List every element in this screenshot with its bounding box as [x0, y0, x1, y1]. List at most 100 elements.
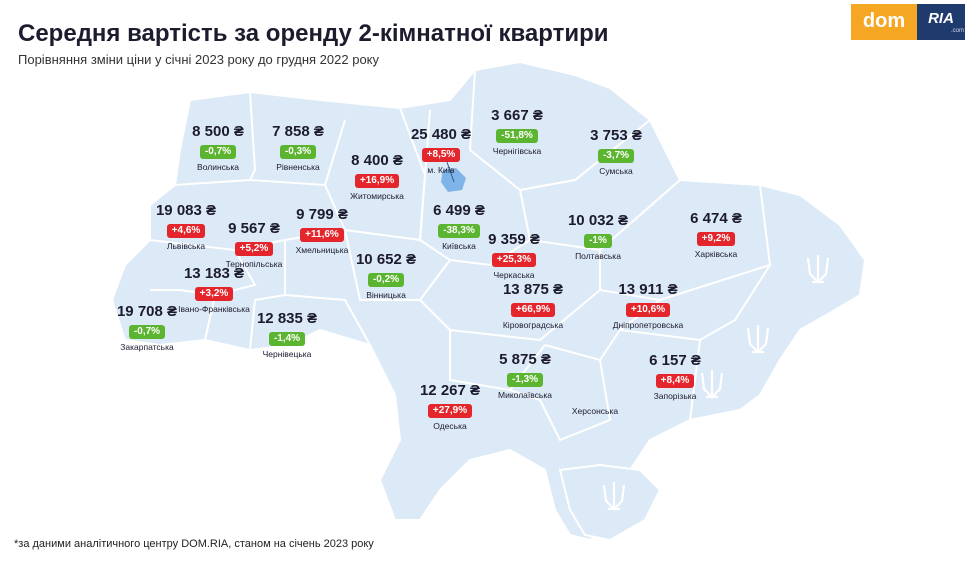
region-price: 12 835 ₴ [256, 310, 318, 327]
region-price: 10 032 ₴ [567, 212, 629, 229]
region-change-badge: +10,6% [625, 303, 671, 317]
region-price: 25 480 ₴ [410, 126, 472, 143]
region-mykolaivska[interactable]: 5 875 ₴ -1,3% Миколаївська [455, 351, 595, 401]
region-zaporizka[interactable]: 6 157 ₴ +8,4% Запорізька [605, 352, 745, 402]
region-change-badge: -38,3% [438, 224, 480, 238]
region-name: Волинська [197, 162, 239, 172]
dom-ria-logo[interactable]: dom RIA .com [851, 4, 965, 40]
region-chernivetska[interactable]: 12 835 ₴ -1,4% Чернівецька [217, 310, 357, 360]
region-ivano-frankivska[interactable]: 13 183 ₴ +3,2% Івано-Франківська [144, 265, 284, 315]
region-name: Рівненська [276, 162, 320, 172]
region-name: Житомирська [350, 191, 404, 201]
region-chernihivska[interactable]: 3 667 ₴ -51,8% Чернігівська [447, 107, 587, 157]
region-kyiv-city[interactable]: 25 480 ₴ +8,5% м. Київ [371, 126, 511, 176]
region-price: 19 708 ₴ [116, 303, 178, 320]
region-change-badge: +11,6% [300, 228, 344, 242]
region-change-badge: -0,7% [128, 325, 166, 339]
page-title: Середня вартість за оренду 2-кімнатної к… [18, 20, 609, 47]
region-name: Закарпатська [120, 342, 174, 352]
region-change-badge: +8,4% [655, 374, 695, 388]
region-name: Чернігівська [492, 146, 542, 156]
region-price: 8 400 ₴ [351, 152, 403, 169]
region-change-badge: -0,7% [199, 145, 237, 159]
region-ternopilska[interactable]: 9 567 ₴ +5,2% Тернопільська [184, 220, 324, 270]
region-price: 9 359 ₴ [488, 231, 540, 248]
region-name: Кіровоградська [502, 320, 564, 330]
region-name: Чернівецька [262, 349, 312, 359]
region-zakarpatska[interactable]: 19 708 ₴ -0,7% Закарпатська [77, 303, 217, 353]
region-name: Вінницька [366, 290, 406, 300]
region-zhytomyrska[interactable]: 8 400 ₴ +16,9% Житомирська [307, 152, 447, 202]
region-price: 5 875 ₴ [499, 351, 551, 368]
region-name: Черкаська [493, 270, 535, 280]
region-change-badge: +8,5% [421, 148, 461, 162]
region-name: Полтавська [575, 251, 621, 261]
region-price: 13 183 ₴ [183, 265, 245, 282]
region-price: 10 652 ₴ [355, 251, 417, 268]
region-change-badge: -1% [584, 234, 612, 248]
region-price: 9 799 ₴ [296, 206, 348, 223]
region-change-badge: -51,8% [496, 129, 538, 143]
region-vinnytska[interactable]: 10 652 ₴ -0,2% Вінницька [316, 251, 456, 301]
region-price: 6 157 ₴ [649, 352, 701, 369]
region-price: 9 567 ₴ [228, 220, 280, 237]
region-change-badge: -0,2% [367, 273, 405, 287]
region-price: 6 499 ₴ [433, 202, 485, 219]
region-name: Запорізька [653, 391, 697, 401]
region-name: Дніпропетровська [612, 320, 684, 330]
region-cherkaska[interactable]: 9 359 ₴ +25,3% Черкаська [444, 231, 584, 281]
region-volynska[interactable]: 8 500 ₴ -0,7% Волинська [148, 123, 288, 173]
region-name: Тернопільська [225, 259, 283, 269]
kyiv-pointer-line [446, 161, 455, 183]
region-sumska[interactable]: 3 753 ₴ -3,7% Сумська [546, 127, 686, 177]
region-name: Херсонська [571, 406, 619, 416]
region-change-badge: +4,6% [166, 224, 206, 238]
region-price: 8 500 ₴ [192, 123, 244, 140]
region-change-badge: -1,3% [506, 373, 544, 387]
region-change-badge: +66,9% [510, 303, 556, 317]
logo-dom-part: dom [851, 4, 917, 40]
region-dnipropetrovska[interactable]: 13 911 ₴ +10,6% Дніпропетровська [578, 281, 718, 331]
region-name: Хмельницька [295, 245, 349, 255]
region-name: Миколаївська [498, 390, 552, 400]
region-change-badge: +16,9% [354, 174, 400, 188]
page-subtitle: Порівняння зміни ціни у січні 2023 року … [18, 52, 380, 67]
region-rivnenska[interactable]: 7 858 ₴ -0,3% Рівненська [228, 123, 368, 173]
region-price: 3 753 ₴ [590, 127, 642, 144]
region-price: 7 858 ₴ [272, 123, 324, 140]
region-name: Одеська [433, 421, 467, 431]
trident-icon [602, 482, 626, 511]
logo-ria-part: RIA [917, 4, 965, 40]
region-kharkivska[interactable]: 6 474 ₴ +9,2% Харківська [646, 210, 786, 260]
region-change-badge: +5,2% [234, 242, 274, 256]
region-name: Київська [442, 241, 476, 251]
region-kirovohradska[interactable]: 13 875 ₴ +66,9% Кіровоградська [463, 281, 603, 331]
region-change-badge: -3,7% [597, 149, 635, 163]
region-khersonska[interactable]: Херсонська [525, 403, 665, 417]
region-price: 12 267 ₴ [419, 382, 481, 399]
region-name: Сумська [599, 166, 633, 176]
region-price: 13 911 ₴ [618, 281, 678, 298]
region-change-badge: +27,9% [427, 404, 473, 418]
region-change-badge: -1,4% [268, 332, 306, 346]
region-name: Львівська [166, 241, 206, 251]
region-odeska[interactable]: 12 267 ₴ +27,9% Одеська [380, 382, 520, 432]
region-change-badge: -0,3% [279, 145, 317, 159]
region-kyivska[interactable]: 6 499 ₴ -38,3% Київська [389, 202, 529, 252]
region-price: 13 875 ₴ [502, 281, 564, 298]
region-name: м. Київ [427, 165, 455, 175]
region-poltavska[interactable]: 10 032 ₴ -1% Полтавська [528, 212, 668, 262]
trident-icon [700, 370, 724, 399]
trident-icon [746, 325, 770, 354]
region-change-badge: +25,3% [491, 253, 537, 267]
region-price: 6 474 ₴ [690, 210, 742, 227]
region-khmelnytska[interactable]: 9 799 ₴ +11,6% Хмельницька [252, 206, 392, 256]
crimea [558, 463, 662, 542]
logo-com-part: .com [951, 28, 965, 34]
region-name: Івано-Франківська [178, 304, 250, 314]
region-price: 19 083 ₴ [155, 202, 217, 219]
region-change-badge: +3,2% [194, 287, 234, 301]
region-change-badge: +9,2% [696, 232, 736, 246]
region-price: 3 667 ₴ [491, 107, 543, 124]
region-lvivska[interactable]: 19 083 ₴ +4,6% Львівська [116, 202, 256, 252]
